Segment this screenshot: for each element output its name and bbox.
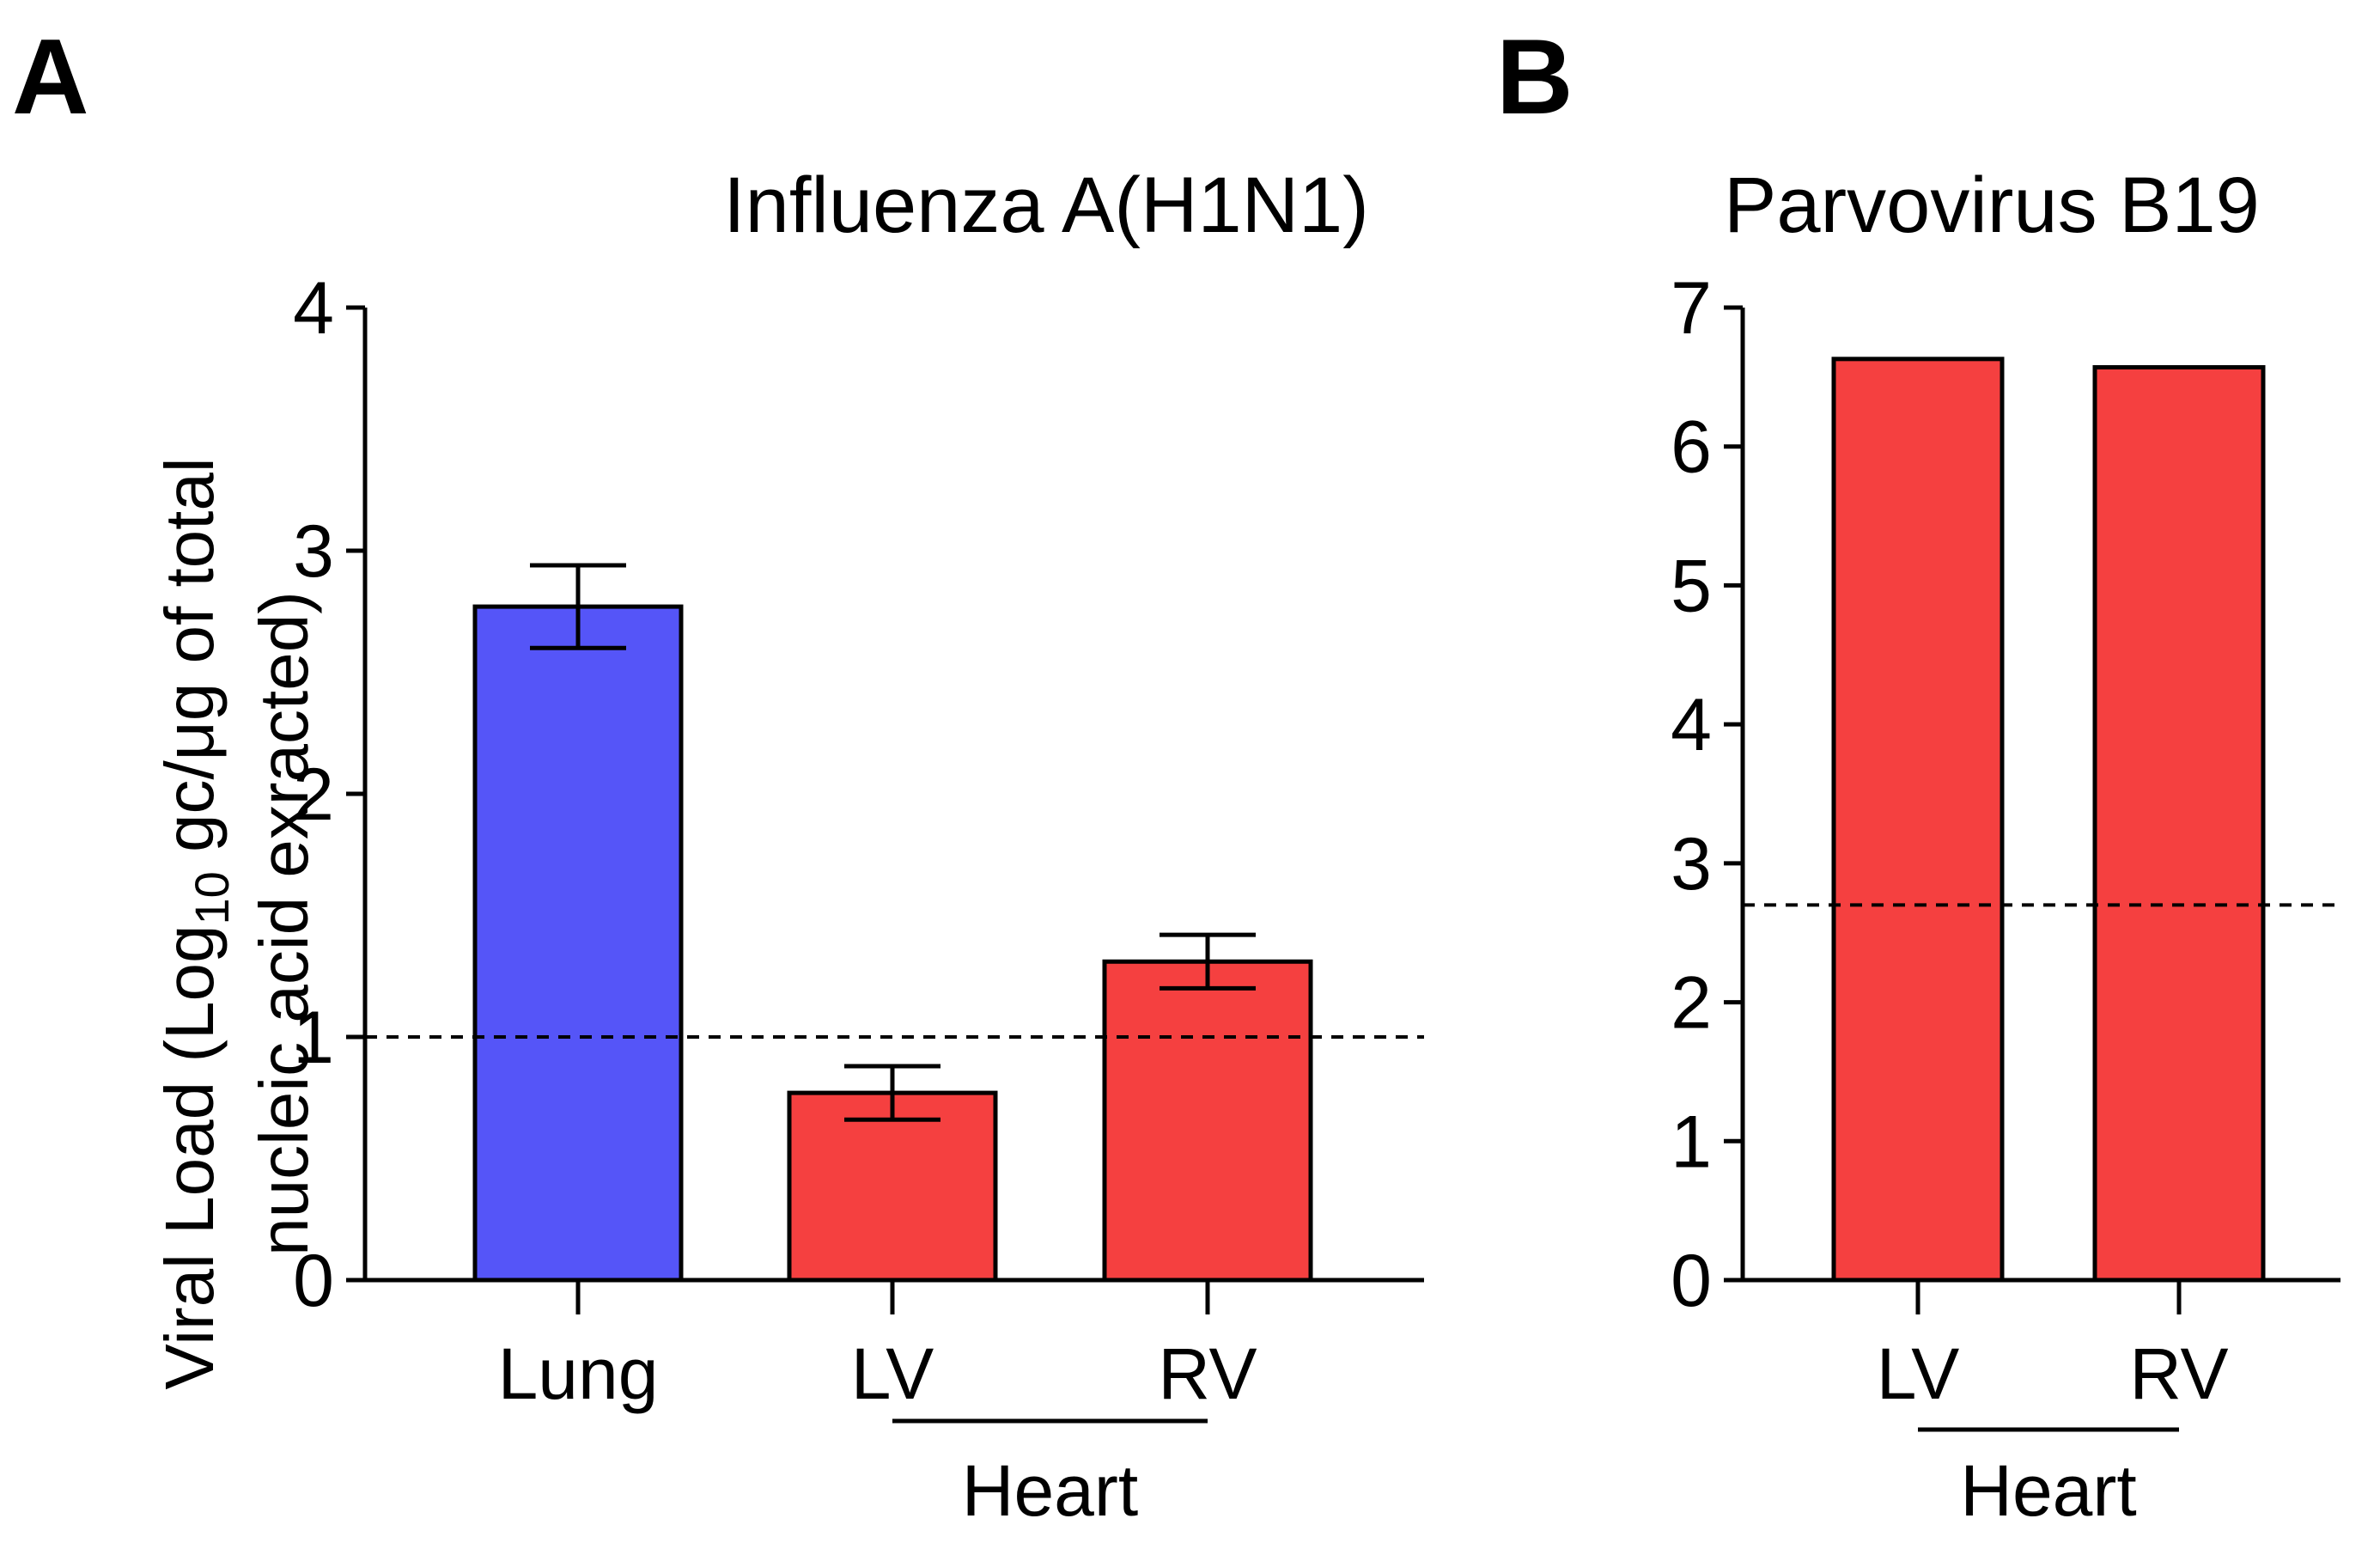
- y-tick-label: 4: [293, 267, 334, 350]
- y-tick-label: 5: [1671, 545, 1712, 627]
- group-label-heart: Heart: [962, 1450, 1138, 1531]
- y-tick-label: 2: [293, 753, 334, 836]
- y-tick-label: 7: [1671, 267, 1712, 350]
- panel-a-y-axis-label: Viral Load (Log10 gc/μg of total nucleic…: [151, 457, 322, 1389]
- bar-lv: [787, 1090, 998, 1283]
- x-tick-label-rv: RV: [2129, 1333, 2228, 1414]
- y-tick-label: 0: [1671, 1240, 1712, 1322]
- y-tick-label: 1: [1671, 1101, 1712, 1183]
- panel-a: A Influenza A(H1N1) Viral Load (Log10 gc…: [12, 18, 1424, 1531]
- panel-a-letter: A: [12, 18, 89, 137]
- y-tick-label: 3: [293, 510, 334, 593]
- bar-lv: [1831, 357, 2005, 1283]
- y-tick-label: 1: [293, 997, 334, 1079]
- y-tick-label: 0: [293, 1240, 334, 1322]
- x-tick-label-lung: Lung: [498, 1333, 659, 1414]
- bar-rv: [1102, 959, 1313, 1283]
- y-tick-label: 2: [1671, 962, 1712, 1045]
- x-tick-label-lv: LV: [851, 1333, 934, 1414]
- panel-b-letter: B: [1496, 18, 1573, 137]
- y-tick-label: 3: [1671, 823, 1712, 906]
- group-label-heart: Heart: [1960, 1450, 2136, 1531]
- x-tick-label-rv: RV: [1158, 1333, 1257, 1414]
- panel-b: B Parvovirus B19 0 1 2 3 4 5 6 7 LV RV Heart: [1496, 18, 2340, 1531]
- y-tick-label: 6: [1671, 406, 1712, 489]
- y-tick-label: 4: [1671, 684, 1712, 766]
- x-tick-label-lv: LV: [1877, 1333, 1960, 1414]
- y-label-line-1: Viral Load (Log10 gc/μg of total: [151, 457, 239, 1389]
- bar-lung: [472, 604, 684, 1283]
- bar-rv: [2092, 365, 2266, 1283]
- panel-b-title: Parvovirus B19: [1724, 162, 2260, 249]
- y-label-line-2: nucleic acid exracted): [246, 591, 322, 1256]
- panel-b-plot: 0 1 2 3 4 5 6 7 LV RV Heart: [1671, 267, 2340, 1531]
- panel-a-title: Influenza A(H1N1): [723, 162, 1369, 249]
